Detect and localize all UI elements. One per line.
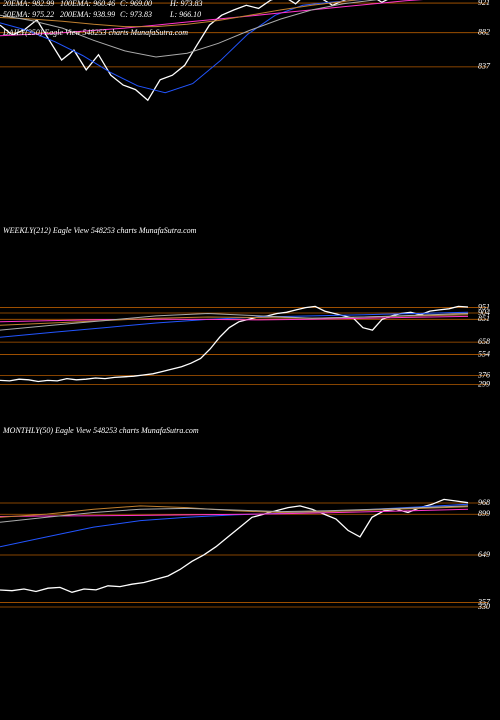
price-line (0, 0, 379, 58)
indicator-label: L: 966.10 (169, 10, 201, 19)
panel-title: MONTHLY(50) Eagle View 548253 charts Mun… (2, 426, 199, 435)
y-tick-label: 882 (478, 27, 490, 36)
panel (0, 0, 488, 102)
price-line (0, 505, 469, 518)
price-line (0, 311, 469, 338)
panel-title: DAILY(250) Eagle View 548253 charts Muna… (2, 28, 188, 37)
y-tick-label: 376 (477, 370, 490, 379)
price-line (0, 498, 469, 593)
panel-title: WEEKLY(212) Eagle View 548253 charts Mun… (3, 226, 197, 235)
y-tick-label: 330 (477, 602, 490, 611)
price-line (0, 505, 469, 523)
y-tick-label: 554 (478, 349, 490, 358)
price-line (0, 315, 469, 323)
indicator-label: C: 973.83 (120, 10, 152, 19)
y-tick-label: 299 (478, 379, 490, 388)
price-line (0, 0, 388, 102)
panel (0, 498, 488, 608)
y-tick-label: 951 (478, 302, 490, 311)
indicator-label: 50EMA: 975.22 (3, 10, 54, 19)
y-tick-label: 899 (478, 509, 490, 518)
indicator-label: C: 969.00 (120, 0, 152, 8)
indicator-label: 20EMA: 982.99 (3, 0, 54, 8)
indicator-label: 100EMA: 960.46 (60, 0, 115, 8)
price-line (0, 312, 469, 331)
indicator-label: 200EMA: 938.99 (60, 10, 115, 19)
y-tick-label: 649 (478, 550, 490, 559)
y-tick-label: 968 (478, 498, 490, 507)
y-tick-label: 357 (477, 597, 491, 606)
y-tick-label: 904 (478, 308, 490, 317)
y-tick-label: 851 (478, 314, 490, 323)
y-tick-label: 837 (478, 62, 491, 71)
y-tick-label: 921 (478, 0, 490, 7)
y-tick-label: 658 (478, 337, 490, 346)
indicator-label: H: 973.83 (169, 0, 202, 8)
panel (0, 305, 488, 386)
price-line (0, 508, 469, 517)
price-line (0, 0, 364, 94)
price-line (0, 0, 360, 28)
